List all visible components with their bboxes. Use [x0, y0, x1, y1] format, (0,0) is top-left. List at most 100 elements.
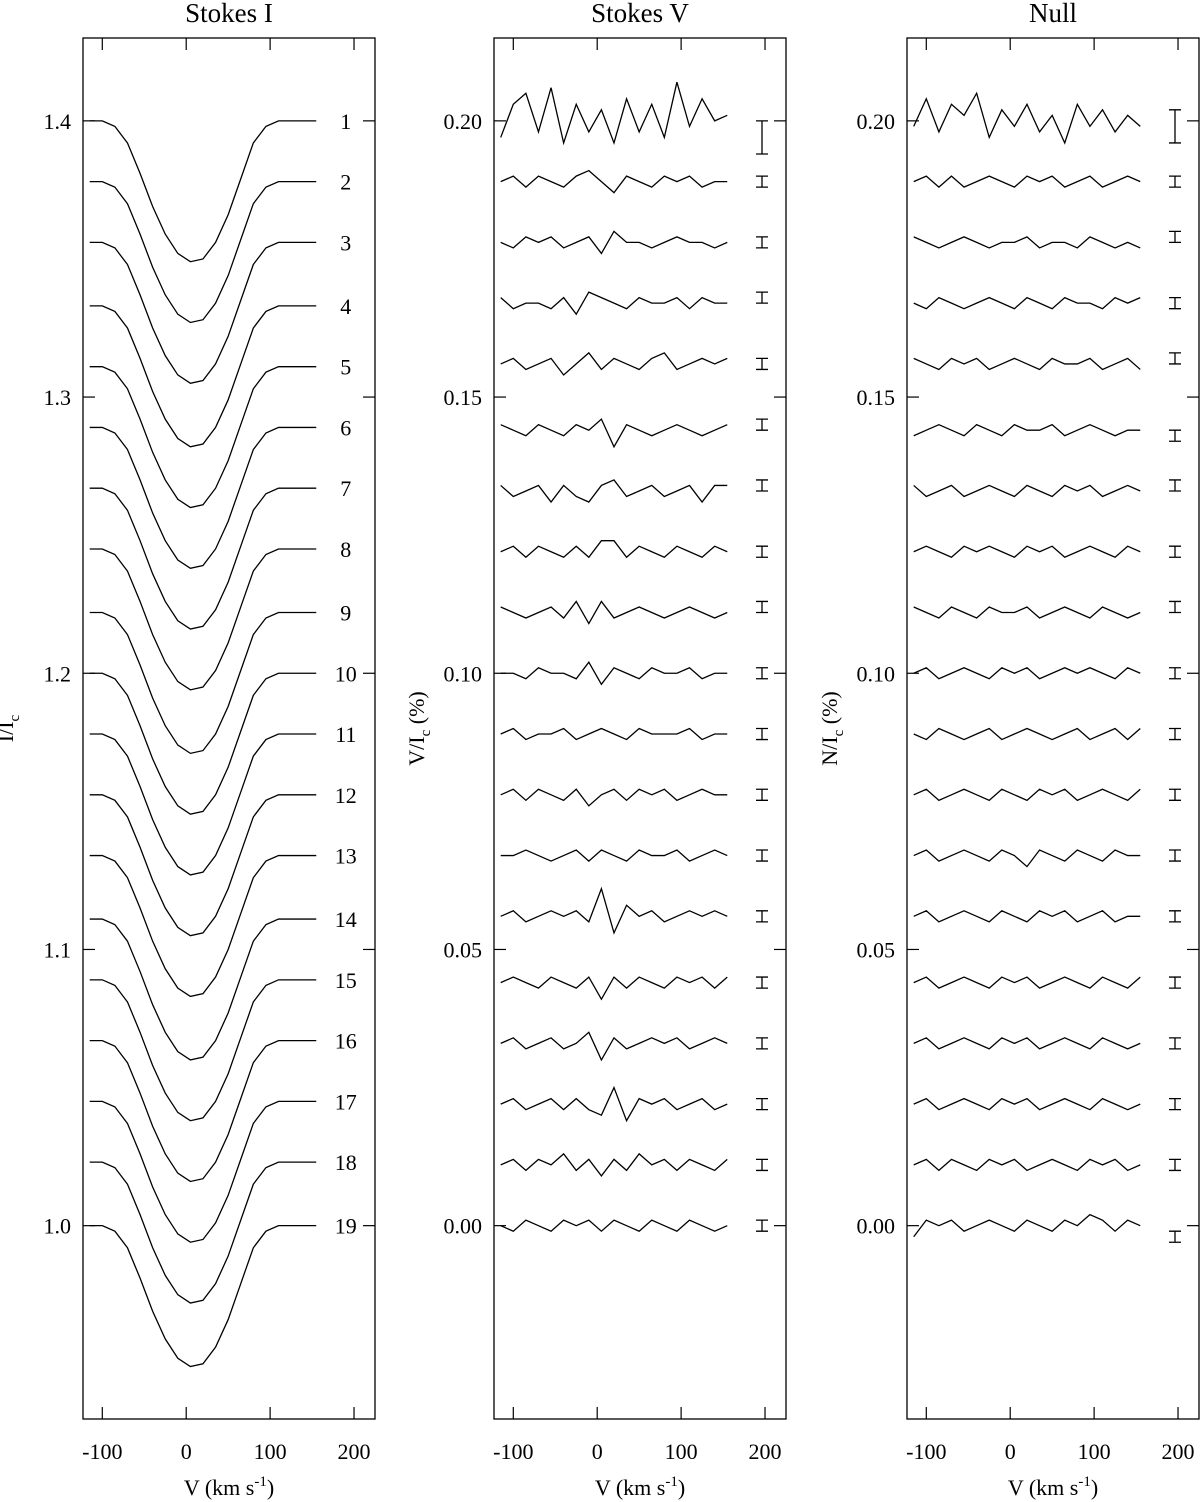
error-bar-line [1169, 352, 1181, 365]
x-tick-label: -100 [493, 1439, 533, 1464]
error-bar [1169, 976, 1181, 989]
error-bar [756, 600, 768, 614]
error-bar [1169, 1097, 1181, 1111]
error-bar-line [756, 667, 768, 680]
error-bar-line [1169, 788, 1181, 801]
error-bar [756, 910, 768, 923]
x-axis-label-sup: -1 [665, 1474, 678, 1490]
profile-line [913, 357, 1141, 371]
profile-line [89, 366, 317, 509]
error-bar [1169, 296, 1181, 310]
profile-line [913, 727, 1141, 741]
error-bar-line [1169, 296, 1181, 310]
profile-line [500, 661, 728, 686]
profile-number: 8 [340, 537, 351, 562]
profile-line [89, 241, 317, 384]
y-tick-label: 0.05 [444, 937, 483, 962]
y-tick-label: 1.0 [44, 1214, 72, 1239]
y-tick-label: 0.20 [444, 109, 483, 134]
plot-frame [493, 37, 787, 1420]
profile-line [913, 910, 1141, 923]
profile-number: 15 [335, 968, 357, 993]
error-bar-line [1169, 230, 1181, 244]
x-axis-label-tail: ) [1091, 1475, 1098, 1500]
profile-line [913, 849, 1141, 868]
profile-line [913, 1158, 1141, 1172]
error-bar-line [756, 727, 768, 741]
panel-title: Stokes V [591, 0, 689, 28]
error-bar-line [756, 175, 768, 188]
y-axis-label-sub: c [831, 729, 847, 736]
error-bar-line [756, 1097, 768, 1111]
profile-number: 10 [335, 661, 357, 686]
profile-line [500, 727, 728, 741]
y-tick-label: 0.10 [444, 661, 483, 686]
profile-line [913, 1037, 1141, 1050]
profile-line [913, 423, 1141, 437]
profile-line [500, 886, 728, 935]
profile-line [500, 479, 728, 504]
error-bar-line [1169, 600, 1181, 614]
error-bar [756, 849, 768, 862]
profile-number: 12 [335, 783, 357, 808]
error-bar-line [1169, 727, 1181, 741]
profile-line [89, 979, 317, 1122]
error-bar [1169, 352, 1181, 365]
profile-line [500, 169, 728, 194]
x-tick-label: 100 [1078, 1439, 1111, 1464]
profile-line [913, 545, 1141, 559]
panel-title: Stokes I [185, 0, 273, 28]
profile-line [913, 1097, 1141, 1111]
plot-frame [906, 37, 1200, 1420]
x-axis-label-text: V (km s [184, 1475, 255, 1500]
profile-number: 7 [340, 476, 351, 501]
y-axis-label: N/Ic (%) [817, 691, 847, 765]
error-bar-line [756, 1219, 768, 1232]
profile-number: 16 [335, 1029, 357, 1054]
profile-line [913, 1213, 1141, 1238]
profile-line [89, 1039, 317, 1183]
error-bar [1169, 910, 1181, 923]
error-bar-line [1169, 667, 1181, 680]
x-axis-label-tail: ) [678, 1475, 685, 1500]
profile-line [913, 976, 1141, 989]
error-bar-line [756, 120, 768, 155]
x-axis-label-sup: -1 [254, 1474, 267, 1490]
profile-line [913, 296, 1141, 310]
plot-frame [82, 37, 376, 1420]
y-tick-label: 1.2 [44, 661, 72, 686]
profile-line [89, 426, 317, 569]
error-bar-line [1169, 429, 1181, 442]
x-tick-label: 100 [665, 1439, 698, 1464]
y-axis-label: V/Ic (%) [404, 691, 434, 765]
profile-line [89, 487, 317, 630]
profile-line [89, 1161, 317, 1304]
profile-line [913, 788, 1141, 802]
profile-line [913, 236, 1141, 249]
error-bar [1169, 230, 1181, 244]
profile-line [89, 611, 317, 755]
profile-line [500, 291, 728, 316]
error-bar [756, 357, 768, 371]
error-bar-line [756, 1158, 768, 1172]
profile-line [500, 351, 728, 376]
profile-line [89, 548, 317, 691]
profile-line [500, 1085, 728, 1123]
y-axis-label-tail: (%) [404, 691, 429, 729]
profile-line [89, 180, 317, 324]
x-axis-label: V (km s-1) [1008, 1474, 1098, 1500]
x-tick-label: 200 [1162, 1439, 1195, 1464]
x-tick-label: 200 [749, 1439, 782, 1464]
x-tick-label: -100 [82, 1439, 122, 1464]
y-tick-label: 1.3 [44, 385, 72, 410]
profile-line [500, 1219, 728, 1233]
error-bar [756, 667, 768, 680]
profile-line [500, 976, 728, 1001]
error-bar [1169, 545, 1181, 558]
y-axis-label-sub: c [418, 729, 434, 736]
profile-line [89, 854, 317, 998]
error-bar [756, 976, 768, 989]
error-bar-line [756, 236, 768, 249]
profile-line [913, 666, 1141, 680]
error-bar-line [1169, 1230, 1181, 1243]
